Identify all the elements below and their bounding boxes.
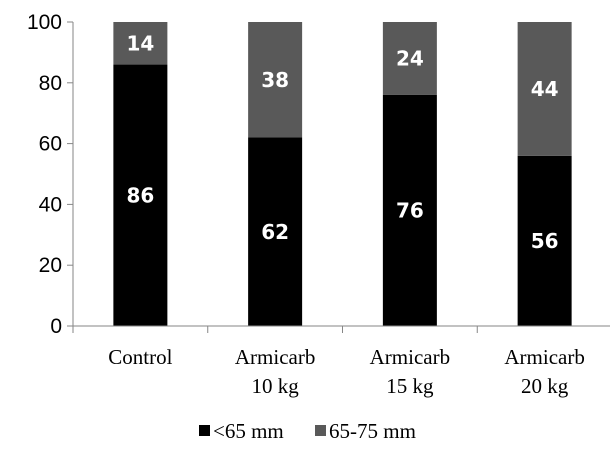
bars: 86 14 62 38 76 24 56 44 xyxy=(113,22,572,327)
x-category-label-line: 10 kg xyxy=(252,374,300,398)
y-tick-label: 40 xyxy=(39,193,62,216)
bar-segment xyxy=(517,22,572,156)
bar-segment xyxy=(382,22,437,95)
x-category-label: Armicarb 10 kg xyxy=(235,345,315,398)
y-tick-label: 60 xyxy=(39,133,62,156)
y-tick-label: 20 xyxy=(39,254,62,277)
x-category-label-line: 20 kg xyxy=(521,374,569,398)
bar-value-label: 14 xyxy=(126,31,154,55)
bar-value-label: 62 xyxy=(261,220,289,244)
bar-value-label: 44 xyxy=(531,77,559,101)
x-category-label-line: Armicarb xyxy=(370,345,450,369)
x-category-label: Control xyxy=(108,345,172,369)
legend-label: 65-75 mm xyxy=(329,419,416,443)
bar-segment xyxy=(517,155,572,326)
bar-value-label: 76 xyxy=(396,198,424,222)
x-category-label-line: Armicarb xyxy=(235,345,315,369)
legend-label: <65 mm xyxy=(213,419,284,443)
bar-segment xyxy=(113,64,168,326)
y-axis: 0 20 40 60 80 100 xyxy=(27,11,74,338)
legend-swatch xyxy=(199,425,210,436)
bar-segment xyxy=(248,137,303,326)
bar-segment xyxy=(382,94,437,327)
y-tick-label: 0 xyxy=(50,315,62,338)
x-category-label-line: Control xyxy=(108,345,172,369)
x-category-label: Armicarb 20 kg xyxy=(504,345,584,398)
y-tick-label: 80 xyxy=(39,72,62,95)
bar-value-label: 24 xyxy=(396,46,424,70)
x-category-label: Armicarb 15 kg xyxy=(370,345,450,398)
y-tick-label: 100 xyxy=(27,11,62,34)
legend: <65 mm 65-75 mm xyxy=(199,419,416,443)
bar-value-label: 86 xyxy=(126,183,154,207)
x-category-label-line: Armicarb xyxy=(504,345,584,369)
bar-segment xyxy=(113,22,168,65)
bar-value-label: 56 xyxy=(531,229,559,253)
x-category-label-line: 15 kg xyxy=(386,374,434,398)
bar-segment xyxy=(248,22,303,138)
bar-value-label: 38 xyxy=(261,68,289,92)
legend-swatch xyxy=(315,425,326,436)
